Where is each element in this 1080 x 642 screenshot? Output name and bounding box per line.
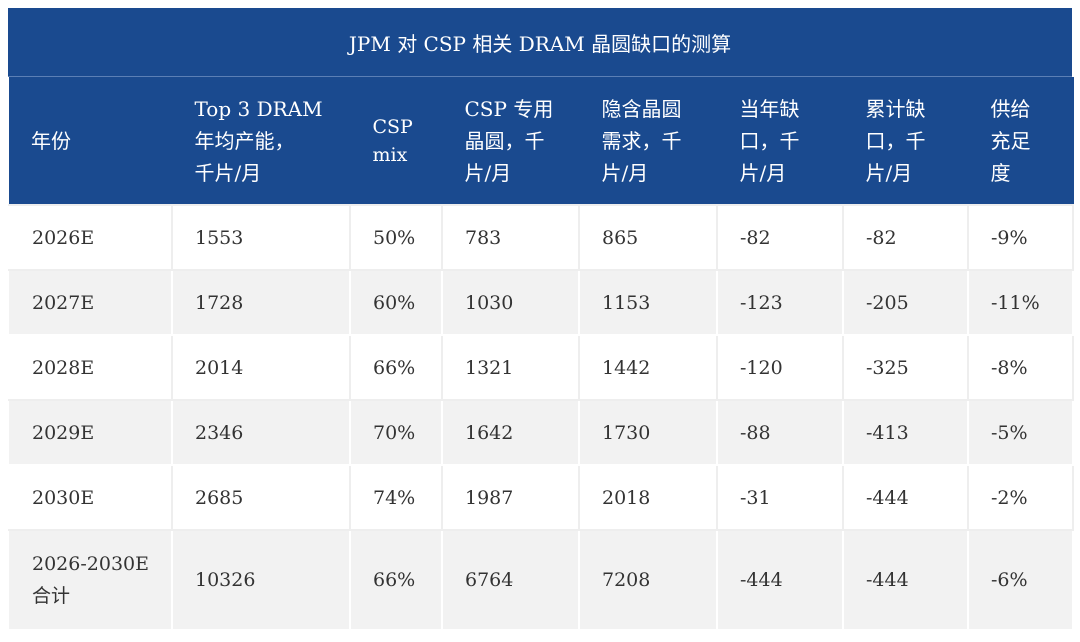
header-year: 年份 <box>9 77 173 205</box>
header-csp-wafers: CSP 专用 晶圆，千 片/月 <box>442 77 580 205</box>
cell-capacity: 2346 <box>171 399 351 466</box>
cell-demand: 865 <box>578 204 718 271</box>
cell-cumulative-gap: -444 <box>842 464 969 531</box>
cell-year: 2029E <box>9 399 173 466</box>
cell-cumulative-gap: -444 <box>842 529 969 631</box>
cell-cumulative-gap: -82 <box>842 204 969 271</box>
header-supply-adequacy: 供给 充足 度 <box>968 77 1074 205</box>
table-row-total: 2026-2030E 合计 10326 66% 6764 7208 -444 -… <box>9 529 1074 631</box>
cell-annual-gap: -88 <box>716 399 844 466</box>
table-row: 2027E 1728 60% 1030 1153 -123 -205 -11% <box>9 269 1074 336</box>
cell-demand: 2018 <box>578 464 718 531</box>
cell-csp-wafers: 1321 <box>441 334 580 401</box>
table-row: 2030E 2685 74% 1987 2018 -31 -444 -2% <box>9 464 1074 531</box>
cell-year: 2027E <box>9 269 173 336</box>
cell-csp-mix: 50% <box>349 204 443 271</box>
cell-cumulative-gap: -413 <box>842 399 969 466</box>
data-table: 年份 Top 3 DRAM 年均产能， 千片/月 CSP mix CSP 专用 … <box>8 77 1074 631</box>
cell-demand: 1730 <box>578 399 718 466</box>
table-row: 2029E 2346 70% 1642 1730 -88 -413 -5% <box>9 399 1074 466</box>
cell-demand: 1442 <box>578 334 718 401</box>
cell-capacity: 2014 <box>171 334 351 401</box>
cell-annual-gap: -444 <box>716 529 844 631</box>
cell-csp-wafers: 1030 <box>441 269 580 336</box>
header-annual-gap: 当年缺 口，千 片/月 <box>717 77 844 205</box>
cell-annual-gap: -123 <box>716 269 844 336</box>
cell-capacity: 1728 <box>171 269 351 336</box>
cell-cumulative-gap: -205 <box>842 269 969 336</box>
cell-demand: 7208 <box>578 529 718 631</box>
cell-csp-wafers: 1987 <box>441 464 580 531</box>
cell-adequacy: -2% <box>967 464 1074 531</box>
cell-csp-mix: 66% <box>349 529 443 631</box>
cell-csp-wafers: 6764 <box>441 529 580 631</box>
cell-adequacy: -6% <box>967 529 1074 631</box>
table-title: JPM 对 CSP 相关 DRAM 晶圆缺口的测算 <box>8 8 1072 77</box>
cell-csp-wafers: 1642 <box>441 399 580 466</box>
cell-cumulative-gap: -325 <box>842 334 969 401</box>
cell-demand: 1153 <box>578 269 718 336</box>
cell-annual-gap: -31 <box>716 464 844 531</box>
table-container: JPM 对 CSP 相关 DRAM 晶圆缺口的测算 年份 Top 3 DRAM … <box>8 8 1074 631</box>
table-row: 2026E 1553 50% 783 865 -82 -82 -9% <box>9 204 1074 271</box>
cell-year: 2030E <box>9 464 173 531</box>
cell-csp-mix: 70% <box>349 399 443 466</box>
table-row: 2028E 2014 66% 1321 1442 -120 -325 -8% <box>9 334 1074 401</box>
cell-year: 2026-2030E 合计 <box>9 529 173 631</box>
cell-annual-gap: -82 <box>716 204 844 271</box>
cell-csp-wafers: 783 <box>441 204 580 271</box>
cell-capacity: 1553 <box>171 204 351 271</box>
header-implied-demand: 隐含晶圆 需求，千 片/月 <box>579 77 718 205</box>
cell-year: 2028E <box>9 334 173 401</box>
cell-csp-mix: 66% <box>349 334 443 401</box>
header-csp-mix: CSP mix <box>350 77 443 205</box>
header-top3-capacity: Top 3 DRAM 年均产能， 千片/月 <box>172 77 351 205</box>
cell-adequacy: -11% <box>967 269 1074 336</box>
cell-csp-mix: 74% <box>349 464 443 531</box>
cell-adequacy: -9% <box>967 204 1074 271</box>
header-row: 年份 Top 3 DRAM 年均产能， 千片/月 CSP mix CSP 专用 … <box>9 77 1074 205</box>
cell-year: 2026E <box>9 204 173 271</box>
cell-capacity: 2685 <box>171 464 351 531</box>
header-cumulative-gap: 累计缺 口，千 片/月 <box>843 77 969 205</box>
cell-annual-gap: -120 <box>716 334 844 401</box>
cell-adequacy: -8% <box>967 334 1074 401</box>
cell-capacity: 10326 <box>171 529 351 631</box>
cell-adequacy: -5% <box>967 399 1074 466</box>
cell-csp-mix: 60% <box>349 269 443 336</box>
